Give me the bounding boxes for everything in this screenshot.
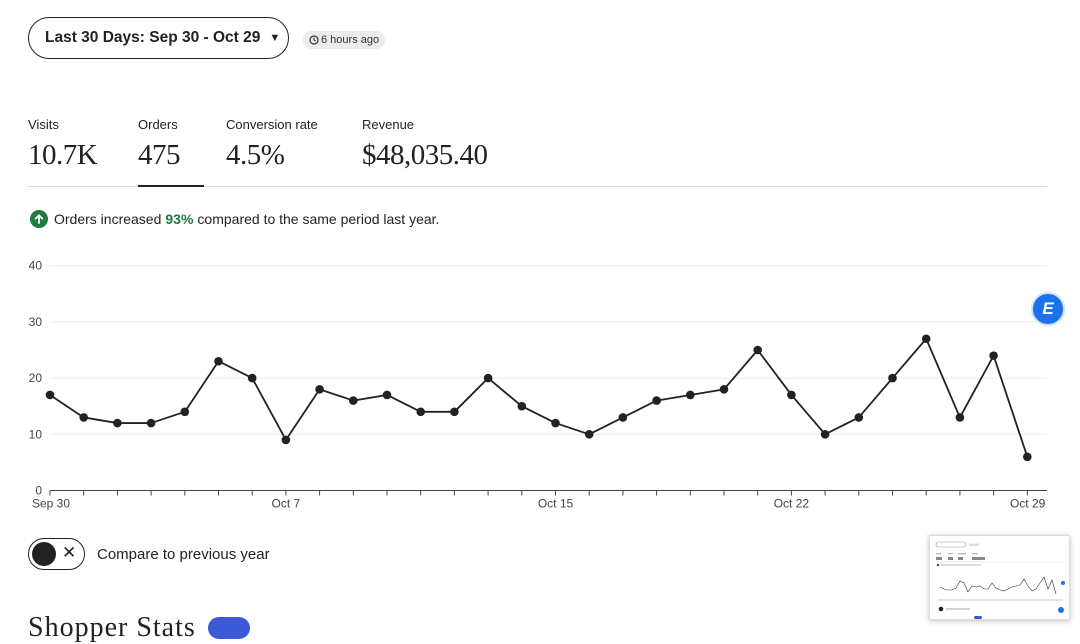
data-point (652, 396, 661, 405)
selected-metric-indicator (138, 185, 204, 187)
data-point (382, 390, 392, 400)
data-point (753, 345, 762, 355)
metric-revenue[interactable]: Revenue $48,035.40 (362, 117, 488, 172)
insight-message: Orders increased 93% compared to the sam… (30, 210, 439, 228)
compare-toggle[interactable]: ✕ (28, 538, 85, 570)
close-icon: ✕ (62, 543, 77, 562)
x-tick-label: Oct 7 (272, 497, 301, 511)
data-point (551, 418, 560, 428)
data-point (349, 396, 358, 405)
data-point (719, 385, 729, 394)
data-point (989, 351, 998, 360)
data-point (45, 390, 55, 400)
data-point (180, 407, 190, 417)
y-tick-label: 30 (29, 315, 43, 329)
data-point (584, 430, 594, 439)
y-tick-label: 40 (29, 259, 43, 273)
data-point (113, 418, 122, 428)
data-point (315, 385, 324, 394)
x-tick-label: Oct 29 (1010, 497, 1046, 511)
insight-prefix: Orders increased (54, 211, 162, 227)
toggle-knob (32, 542, 56, 566)
last-updated-badge: 6 hours ago (303, 31, 386, 49)
clock-icon (309, 35, 319, 45)
data-point (1023, 452, 1032, 462)
y-tick-label: 10 (29, 427, 43, 441)
metric-value: $48,035.40 (362, 139, 488, 171)
metric-label: Visits (28, 117, 59, 132)
data-point (214, 356, 223, 366)
extension-logo-icon[interactable]: E (1031, 292, 1065, 326)
data-point (955, 413, 965, 422)
data-point (416, 407, 426, 417)
section-title: Shopper Stats (28, 612, 196, 643)
data-point (618, 413, 628, 422)
page-thumbnail-preview[interactable] (929, 535, 1070, 620)
metric-value: 475 (138, 139, 181, 171)
data-point (921, 334, 931, 344)
series-line (49, 337, 1029, 458)
data-point (517, 401, 527, 411)
metric-visits[interactable]: Visits 10.7K (28, 117, 98, 172)
metric-label: Orders (138, 117, 178, 132)
data-point (247, 373, 257, 383)
date-range-dropdown[interactable]: Last 30 Days: Sep 30 - Oct 29 ▼ (28, 17, 289, 59)
metric-orders[interactable]: Orders 475 (138, 117, 181, 172)
insight-percent: 93% (165, 211, 194, 227)
metric-label: Conversion rate (226, 117, 318, 132)
caret-down-icon: ▼ (269, 32, 281, 44)
last-updated-text: 6 hours ago (321, 34, 380, 46)
metric-value: 4.5% (226, 139, 285, 171)
data-point (483, 373, 493, 383)
insight-suffix: compared to the same period last year. (197, 211, 440, 227)
section-badge (208, 617, 250, 639)
y-tick-label: 20 (29, 371, 43, 385)
x-tick-label: Oct 22 (774, 497, 810, 511)
data-point (450, 407, 459, 417)
data-point (79, 413, 88, 422)
data-point (888, 373, 897, 383)
metric-value: 10.7K (28, 139, 98, 171)
x-tick-label: Sep 30 (32, 497, 70, 511)
data-point (686, 390, 695, 400)
y-tick-label: 0 (35, 484, 42, 498)
compare-toggle-label: Compare to previous year (97, 546, 270, 563)
data-point (146, 418, 156, 428)
orders-line-chart: 0 10 20 30 40 Sep 30 Oct 7 Oct 15 Oct 22 Oct 29 (29, 259, 1047, 511)
metric-conversion-rate[interactable]: Conversion rate 4.5% (226, 117, 318, 172)
data-point (281, 435, 291, 445)
metrics-divider (28, 186, 1047, 187)
x-tick-label: Oct 15 (538, 497, 574, 511)
metric-label: Revenue (362, 117, 415, 132)
data-point (820, 430, 830, 439)
arrow-up-icon (30, 210, 48, 228)
data-point (854, 413, 864, 422)
data-point (787, 390, 796, 400)
date-range-label: Last 30 Days: Sep 30 - Oct 29 (45, 29, 261, 46)
